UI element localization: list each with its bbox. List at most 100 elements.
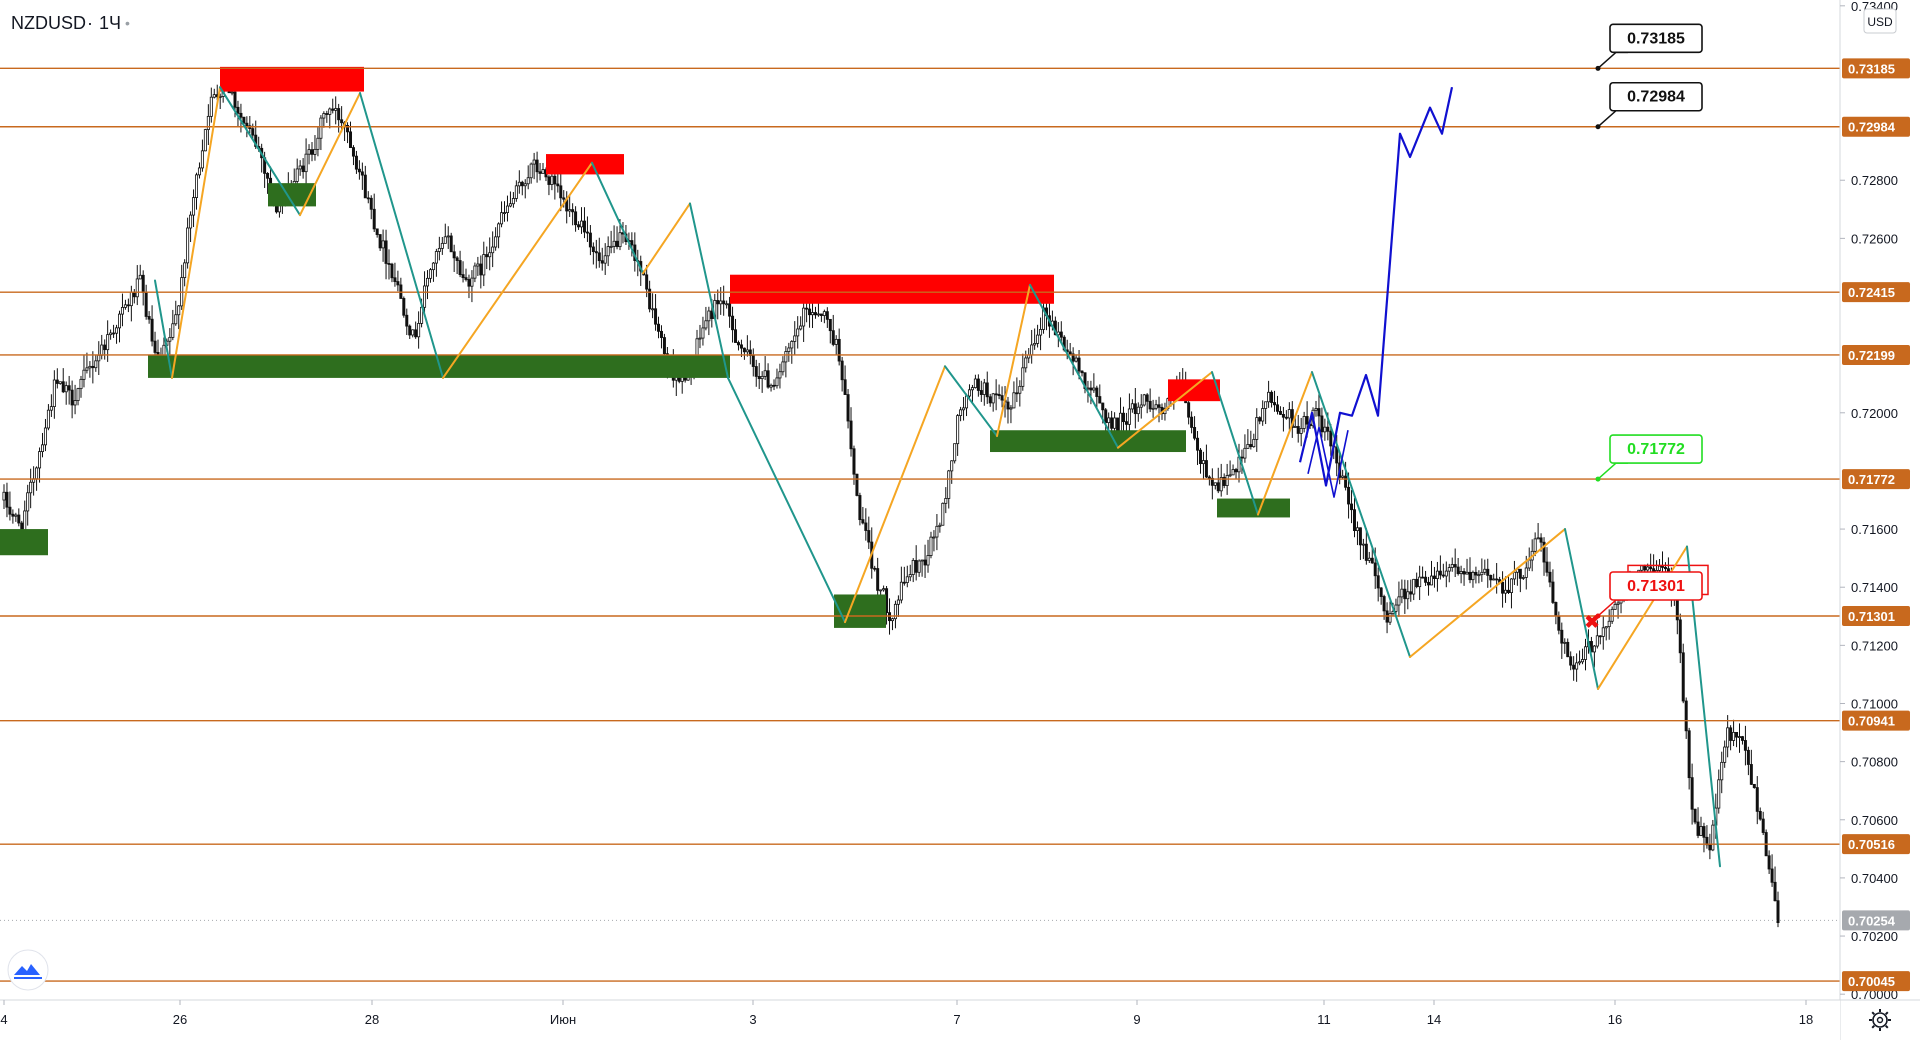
candle <box>195 172 199 210</box>
candle <box>1036 324 1040 348</box>
candle-body <box>1284 416 1288 419</box>
candle-body <box>1581 659 1585 663</box>
zigzag-down-leg <box>944 365 998 438</box>
candle <box>790 340 794 364</box>
candle-body <box>819 313 823 316</box>
candle-body <box>657 323 661 332</box>
candle <box>189 211 193 243</box>
candle-body <box>1551 581 1555 603</box>
gear-icon[interactable] <box>1869 1009 1891 1031</box>
currency-button-label[interactable]: USD <box>1867 15 1893 29</box>
time-axis-label: 4 <box>0 1012 7 1027</box>
candle <box>1344 461 1348 491</box>
candle-body <box>197 167 201 176</box>
candle-body <box>793 335 797 342</box>
candle <box>369 195 373 220</box>
candle <box>488 237 492 271</box>
candle <box>67 375 71 405</box>
candle <box>1376 567 1380 602</box>
candle-body <box>1456 566 1460 575</box>
candle <box>455 256 459 275</box>
candle-body <box>363 174 367 199</box>
candle <box>1435 561 1439 592</box>
candle-body <box>979 390 983 395</box>
candle <box>1243 434 1247 463</box>
candle <box>517 170 521 194</box>
candle-body <box>1275 404 1279 412</box>
candle <box>458 250 462 278</box>
candle-body <box>991 393 995 404</box>
level-price-tag-label: 0.70516 <box>1848 837 1895 852</box>
candle-body <box>239 112 243 118</box>
tradingview-logo-icon[interactable] <box>7 949 49 991</box>
candle-body <box>778 371 782 379</box>
candle <box>118 310 122 343</box>
candle <box>1009 405 1013 424</box>
candle-body <box>926 555 930 566</box>
callout-label: 0.73185 <box>1627 30 1685 47</box>
candle-body <box>1489 574 1493 581</box>
candle-body <box>1216 482 1220 492</box>
candle <box>1735 731 1739 748</box>
candle-body <box>603 255 607 264</box>
candle-body <box>1243 447 1247 459</box>
candle <box>375 228 379 238</box>
candle-body <box>1305 416 1309 425</box>
candle-body <box>150 318 154 342</box>
candle <box>1462 568 1466 586</box>
candle-body <box>1767 855 1771 870</box>
level-price-tag: 0.72984 <box>1842 116 1910 137</box>
candle-body <box>1234 469 1238 473</box>
candle <box>926 539 930 573</box>
candle-body <box>141 274 145 293</box>
candle <box>775 368 779 389</box>
candle-body <box>1572 664 1576 670</box>
candle <box>778 363 782 389</box>
candle-body <box>1196 437 1200 451</box>
candle <box>147 311 151 324</box>
candle <box>120 293 124 327</box>
candle-body <box>1770 868 1774 883</box>
candle-body <box>129 291 133 307</box>
candle <box>1483 559 1487 575</box>
candle-body <box>893 603 897 620</box>
candle-body <box>1077 357 1081 372</box>
candle-body <box>849 420 853 450</box>
candle-body <box>390 263 394 279</box>
candle-body <box>426 277 430 287</box>
interval-label[interactable]: 1Ч <box>99 13 121 33</box>
price-axis-panel[interactable] <box>1840 0 1920 1000</box>
candle-body <box>1352 509 1356 531</box>
candle-body <box>1317 408 1321 417</box>
candle <box>1604 626 1608 641</box>
candle-body <box>91 365 95 369</box>
candle-body <box>645 274 649 290</box>
candle-body <box>585 231 589 234</box>
candle-body <box>43 427 47 446</box>
candle <box>443 223 447 244</box>
candle-body <box>461 274 465 279</box>
time-axis-panel[interactable] <box>0 1000 1840 1040</box>
candle-body <box>745 349 749 353</box>
candle-body <box>396 281 400 286</box>
callout-box <box>1609 434 1703 464</box>
currency-button[interactable] <box>1863 8 1897 34</box>
candle <box>932 530 936 552</box>
price-axis-label: 0.71000 <box>1851 696 1898 711</box>
candle-body <box>1678 619 1682 654</box>
candle-body <box>449 235 453 253</box>
candle-body <box>982 382 986 395</box>
candle-body <box>1296 426 1300 434</box>
candle-body <box>1604 626 1608 629</box>
candle-body <box>899 581 903 601</box>
candle-body <box>1424 576 1428 583</box>
candle-body <box>14 514 18 517</box>
candle-body <box>731 315 735 331</box>
candle-body <box>775 377 779 387</box>
candle-body <box>828 318 832 332</box>
candle <box>707 306 711 336</box>
candle-body <box>813 312 817 316</box>
candle-body <box>1658 565 1662 571</box>
